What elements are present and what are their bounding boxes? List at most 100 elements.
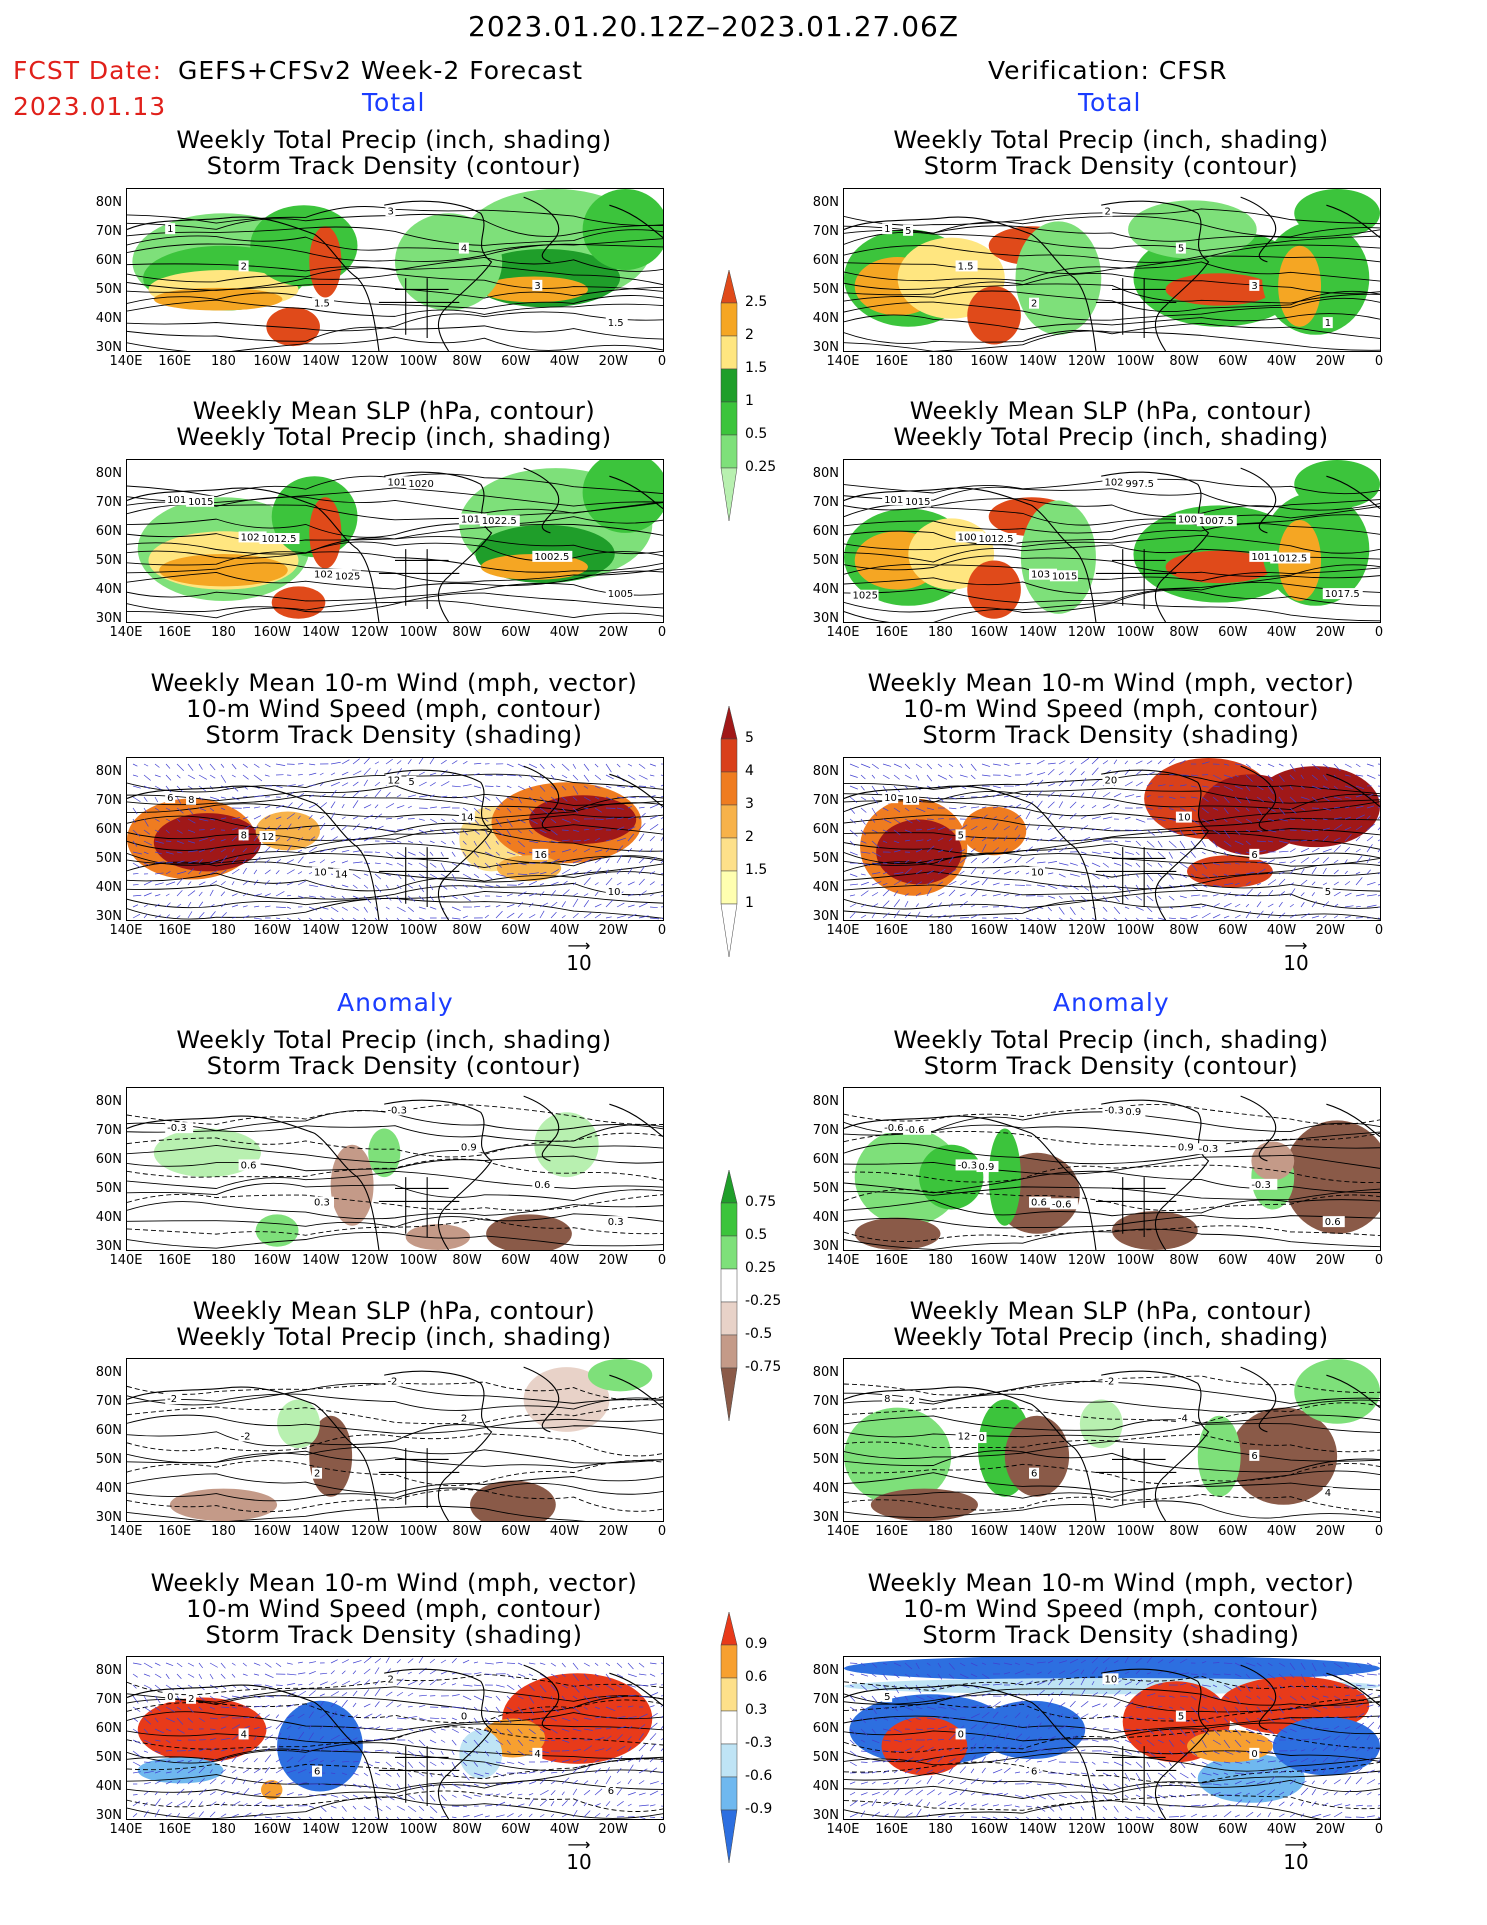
contour-label-bg xyxy=(1123,1105,1146,1117)
contour-label: 1017.5 xyxy=(1325,589,1360,600)
lat-tick-label: 70N xyxy=(812,1123,839,1138)
contour-label-bg xyxy=(165,494,194,506)
lat-tick-label: 40N xyxy=(812,1481,839,1496)
contour-label-bg xyxy=(1029,568,1058,580)
contour-label-bg xyxy=(332,868,349,880)
vector-reference-value: 10 xyxy=(566,1850,592,1874)
colorbar-segment xyxy=(720,903,738,958)
shading-patch xyxy=(271,586,326,619)
shading-patch xyxy=(459,1729,503,1779)
shading-patch xyxy=(967,286,1021,345)
contour-label-bg xyxy=(976,1432,987,1444)
contour-label-bg xyxy=(458,1412,469,1424)
lat-tick-label: 70N xyxy=(95,1692,122,1707)
contour-label-bg xyxy=(1175,513,1204,525)
fcst-model-label: GEFS+CFSv2 Week-2 Forecast xyxy=(178,56,583,85)
shading-patch xyxy=(961,806,1027,856)
lon-tick-label: 100W xyxy=(1116,1524,1155,1539)
colorbar-segment xyxy=(720,401,738,436)
shading-patch xyxy=(1165,550,1273,584)
panel-2-verification-field: 1010 1005 1030 1022.5 1005 1010 1017.5 1015 1012… xyxy=(844,460,1380,622)
panel-6-forecast-field: 0 4 6 2 0 4 6 2 xyxy=(127,1657,663,1819)
lat-tick-label: 60N xyxy=(812,524,839,539)
shading-patch xyxy=(523,1367,610,1432)
lon-tick-label: 0 xyxy=(657,354,667,369)
lon-tick-label: 160E xyxy=(158,923,192,938)
panel-4-verification-title: Weekly Total Precip (inch, shading) Stor… xyxy=(893,1026,1329,1080)
contour-label: 0.3 xyxy=(314,1198,330,1209)
lat-tick-label: 30N xyxy=(95,611,122,626)
contour-label: 6 xyxy=(1251,1451,1257,1462)
colorbar-segment xyxy=(720,1611,738,1646)
panel-1-verification-field: 1 1.5 2 2 5 3 1 5 xyxy=(844,189,1380,351)
shading-patch xyxy=(881,1716,968,1776)
shading-patch xyxy=(1004,1415,1070,1497)
date-range-title: 2023.01.20.12Z–2023.01.27.06Z xyxy=(468,10,960,43)
shading-patch xyxy=(854,1217,941,1250)
shading-patch xyxy=(169,1488,278,1521)
contour-label-bg xyxy=(312,866,329,878)
coastlines xyxy=(127,765,663,920)
contour-label-bg xyxy=(955,1159,984,1171)
lat-tick-label: 70N xyxy=(95,224,122,239)
colorbar-tick-label: 0.6 xyxy=(745,1669,768,1685)
contour-label: 1007.5 xyxy=(1199,516,1234,527)
lon-tick-label: 0 xyxy=(1374,923,1384,938)
lat-tick-label: 60N xyxy=(812,822,839,837)
contour-label-bg xyxy=(1175,1141,1198,1153)
lon-tick-label: 0 xyxy=(1374,354,1384,369)
contour-label-bg xyxy=(1249,1178,1278,1190)
contour-label: -2 xyxy=(1104,1376,1114,1387)
contour-label-bg xyxy=(1049,570,1078,582)
lon-tick-label: 140E xyxy=(826,1524,860,1539)
lon-tick-label: 80W xyxy=(452,354,482,369)
lat-tick-label: 60N xyxy=(95,253,122,268)
contour-label: 1005 xyxy=(958,532,983,543)
shading-patch xyxy=(405,1224,471,1250)
contour-label: 1012.5 xyxy=(387,477,422,488)
panel-6-verification-title: Weekly Mean 10-m Wind (mph, vector) 10-m… xyxy=(867,1569,1355,1649)
lon-tick-label: 80W xyxy=(452,923,482,938)
vector-reference: ⟶ 10 xyxy=(554,1837,604,1875)
colorbar-segment xyxy=(720,335,738,370)
vector-reference-value: 10 xyxy=(1283,951,1309,975)
contour-label: 1012.5 xyxy=(978,534,1013,545)
contour-label-bg xyxy=(385,476,426,488)
contour-label: 10 xyxy=(314,868,327,879)
contour-lines xyxy=(127,473,663,619)
contour-label: -0.6 xyxy=(1052,1199,1072,1210)
contour-label: 10 xyxy=(884,793,897,804)
lat-tick-label: 60N xyxy=(95,1721,122,1736)
wind-vectors xyxy=(849,758,1380,920)
lon-tick-label: 140E xyxy=(109,354,143,369)
colorbar-segment xyxy=(720,368,738,403)
colorbar-tick-label: 2 xyxy=(745,829,754,845)
lon-tick-label: 0 xyxy=(1374,625,1384,640)
lat-tick-label: 40N xyxy=(812,1779,839,1794)
lon-tick-label: 160W xyxy=(253,1524,291,1539)
contour-label: 12 xyxy=(958,1431,971,1442)
lon-tick-label: 140W xyxy=(1019,625,1057,640)
lon-tick-label: 40W xyxy=(1266,1822,1297,1837)
contour-label: 4 xyxy=(1325,1488,1331,1499)
colorbar-precip_anom: 0.75 0.5 0.25 -0.25 -0.5 -0.75 xyxy=(717,1169,787,1430)
lon-tick-label: 60W xyxy=(1218,1822,1248,1837)
section-total-right: Total xyxy=(1078,88,1142,117)
colorbar-segment xyxy=(720,738,738,773)
contour-label-bg xyxy=(955,1728,966,1740)
lon-tick-label: 120W xyxy=(1067,1822,1106,1837)
lon-tick-label: 160W xyxy=(970,1822,1008,1837)
coastlines xyxy=(127,1664,663,1819)
shading-patch xyxy=(1251,1141,1295,1181)
contour-label-bg xyxy=(1123,477,1158,489)
colorbar-tick-label: -0.3 xyxy=(745,1735,773,1751)
contour-label: 0.6 xyxy=(241,1160,257,1171)
panel-3-forecast-title: Weekly Mean 10-m Wind (mph, vector) 10-m… xyxy=(150,669,638,749)
contour-label: 0.6 xyxy=(1325,1217,1341,1228)
lon-tick-label: 20W xyxy=(1315,1524,1345,1539)
shading-patch xyxy=(1187,1729,1273,1763)
lat-tick-label: 80N xyxy=(95,1365,122,1380)
panel-3-verification-map: 10 5 10 20 10 6 5 10 xyxy=(843,757,1381,921)
lat-tick-label: 70N xyxy=(812,1692,839,1707)
lon-tick-label: 40W xyxy=(549,625,580,640)
